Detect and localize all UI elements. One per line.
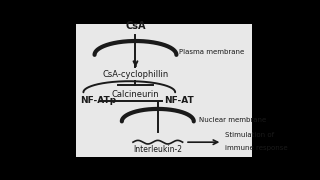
Text: Plasma membrane: Plasma membrane	[179, 49, 244, 55]
Text: NF-AT: NF-AT	[164, 96, 194, 105]
Text: Stimulation of: Stimulation of	[225, 132, 274, 138]
Text: Nuclear membrane: Nuclear membrane	[199, 117, 266, 123]
Text: Calcineurin: Calcineurin	[112, 89, 159, 98]
FancyBboxPatch shape	[76, 24, 252, 158]
Text: NF-ATp: NF-ATp	[80, 96, 116, 105]
Text: Interleukin-2: Interleukin-2	[133, 145, 182, 154]
Text: CsA-cyclophillin: CsA-cyclophillin	[102, 70, 169, 79]
Text: immune response: immune response	[225, 145, 287, 151]
Text: CsA: CsA	[125, 21, 146, 31]
